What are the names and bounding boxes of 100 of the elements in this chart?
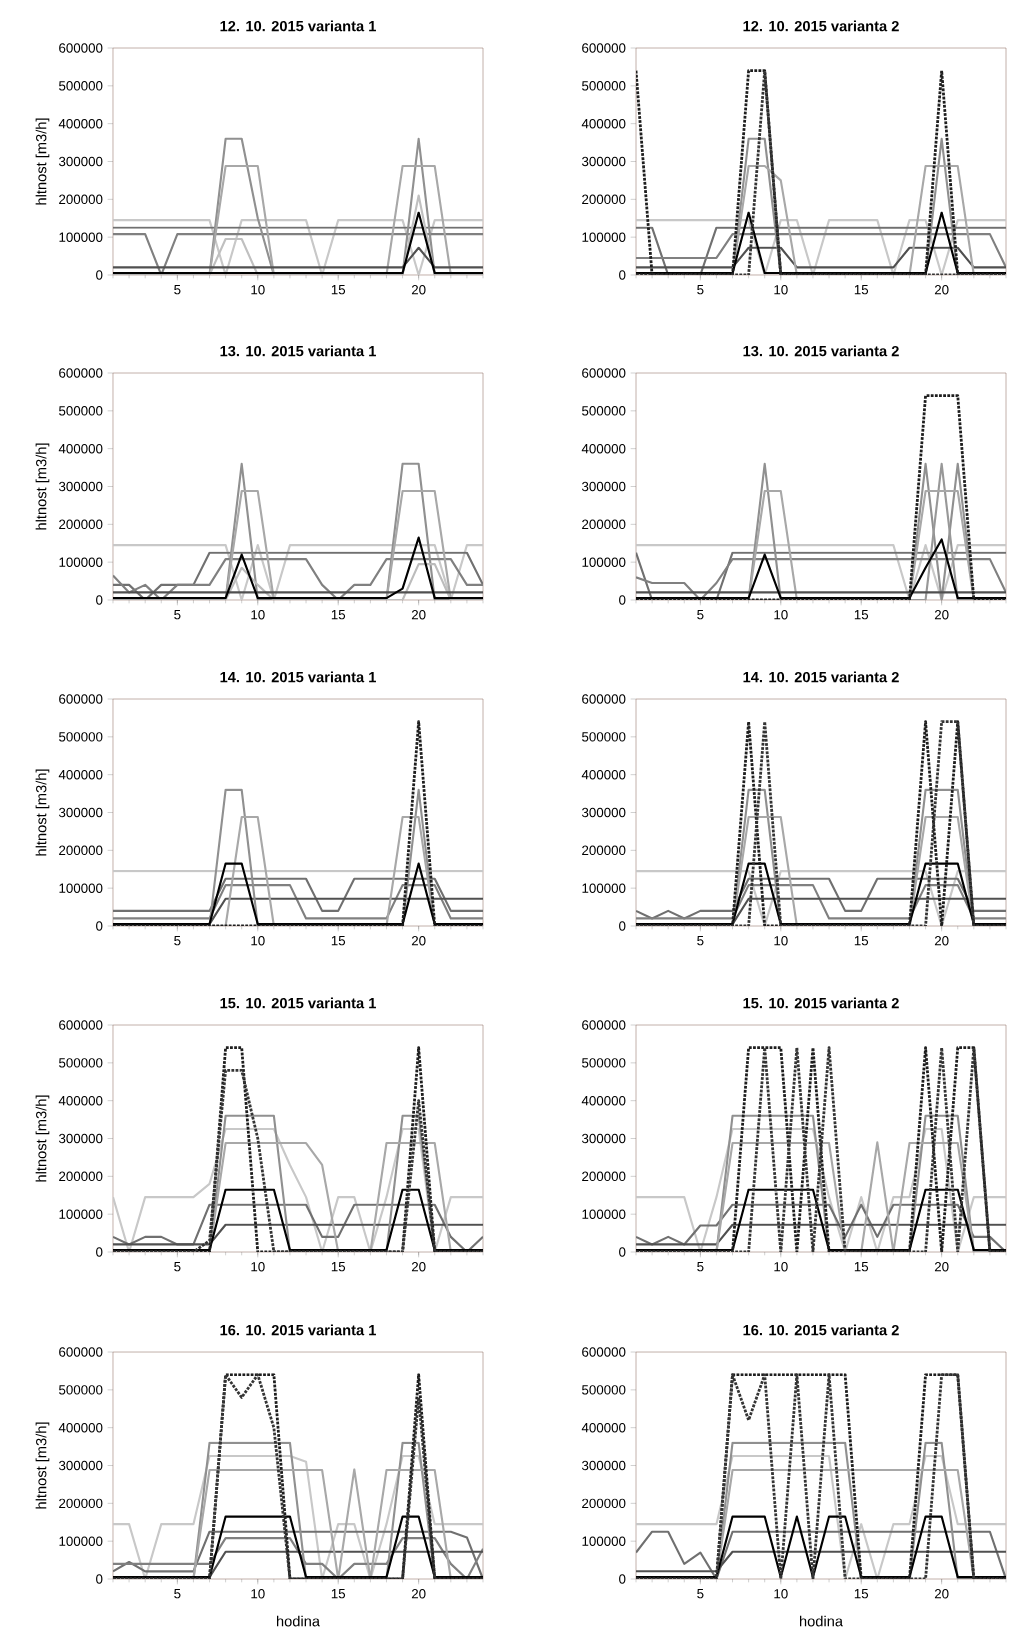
x-tick-label: 20 — [411, 1589, 426, 1599]
y-tick-label: 100000 — [59, 1209, 103, 1219]
y-tick-label: 600000 — [582, 43, 626, 53]
x-tick-label: 20 — [411, 285, 426, 295]
y-axis-title: hltnost [m3/h] — [35, 118, 50, 205]
y-tick-label: 600000 — [59, 1020, 103, 1030]
x-tick-label: 5 — [697, 610, 704, 620]
y-tick-label: 500000 — [582, 81, 626, 91]
x-axis-title: hodina — [800, 1615, 844, 1627]
y-tick-label: 200000 — [582, 519, 626, 530]
y-axis-title: hltnost [m3/h] — [35, 443, 50, 530]
y-tick-label: 100000 — [582, 1209, 626, 1219]
x-tick-label: 5 — [174, 1262, 181, 1272]
y-axis-title: hltnost [m3/h] — [35, 1422, 50, 1509]
y-tick-label: 100000 — [582, 557, 626, 567]
y-tick-label: 300000 — [581, 1460, 626, 1471]
x-axis-title: hodina — [277, 1615, 321, 1627]
chart-title: 15. 10. 2015 varianta 2 — [743, 997, 899, 1009]
x-tick-label: 10 — [774, 936, 788, 946]
y-tick-label: 600000 — [582, 368, 626, 378]
chart-title: 14. 10. 2015 varianta 2 — [743, 671, 899, 683]
y-tick-label: 500000 — [59, 406, 103, 416]
y-tick-label: 300000 — [58, 1133, 103, 1144]
y-tick-label: 400000 — [581, 1422, 626, 1433]
y-tick-label: 500000 — [582, 732, 626, 742]
x-tick-label: 5 — [697, 936, 704, 946]
chart-title: 13. 10. 2015 varianta 2 — [743, 345, 899, 357]
y-tick-label: 200000 — [59, 845, 103, 856]
y-tick-label: 300000 — [58, 807, 103, 818]
y-tick-label: 300000 — [581, 156, 626, 167]
y-tick-label: 200000 — [582, 1498, 626, 1509]
x-tick-label: 15 — [331, 1589, 346, 1599]
x-tick-label: 15 — [854, 936, 869, 946]
y-tick-label: 500000 — [582, 1058, 626, 1068]
y-tick-label: 100000 — [582, 883, 626, 893]
x-tick-label: 20 — [934, 936, 949, 946]
y-tick-label: 400000 — [58, 1422, 103, 1433]
y-tick-label: 200000 — [59, 1171, 103, 1182]
x-tick-label: 5 — [697, 285, 704, 295]
x-tick-label: 15 — [331, 285, 346, 295]
y-tick-label: 300000 — [581, 1133, 626, 1144]
y-tick-label: 600000 — [59, 1347, 103, 1357]
y-tick-label: 0 — [619, 1574, 626, 1584]
y-tick-label: 0 — [619, 595, 626, 605]
x-tick-label: 10 — [774, 1262, 788, 1272]
y-tick-label: 100000 — [582, 232, 626, 242]
x-tick-label: 20 — [934, 610, 949, 620]
y-tick-label: 100000 — [59, 557, 103, 567]
y-tick-label: 100000 — [582, 1536, 626, 1546]
y-tick-label: 0 — [619, 1247, 626, 1257]
y-tick-label: 400000 — [58, 769, 103, 780]
y-tick-label: 100000 — [59, 1536, 103, 1546]
x-tick-label: 15 — [331, 936, 346, 946]
y-tick-label: 0 — [96, 1574, 103, 1584]
y-tick-label: 400000 — [581, 443, 626, 454]
chart-title: 12. 10. 2015 varianta 2 — [743, 20, 899, 32]
y-tick-label: 300000 — [581, 481, 626, 492]
y-tick-label: 200000 — [582, 1171, 626, 1182]
y-tick-label: 400000 — [581, 1095, 626, 1106]
x-tick-label: 15 — [854, 285, 869, 295]
y-tick-label: 0 — [96, 921, 103, 931]
chart-title: 15. 10. 2015 varianta 1 — [220, 997, 376, 1009]
x-tick-label: 5 — [174, 285, 181, 295]
x-tick-label: 20 — [411, 610, 426, 620]
y-tick-label: 600000 — [59, 43, 103, 53]
y-tick-label: 100000 — [59, 883, 103, 893]
y-tick-label: 500000 — [59, 732, 103, 742]
y-tick-label: 600000 — [582, 1347, 626, 1357]
chart-title: 12. 10. 2015 varianta 1 — [220, 20, 376, 32]
y-tick-label: 200000 — [59, 1498, 103, 1509]
x-tick-label: 5 — [697, 1589, 704, 1599]
y-tick-label: 500000 — [59, 1058, 103, 1068]
x-tick-label: 5 — [174, 936, 181, 946]
x-tick-label: 10 — [774, 1589, 788, 1599]
y-axis-title: hltnost [m3/h] — [35, 1095, 50, 1182]
x-tick-label: 15 — [331, 610, 346, 620]
y-axis-title: hltnost [m3/h] — [35, 769, 50, 856]
y-tick-label: 600000 — [59, 368, 103, 378]
y-tick-label: 600000 — [582, 1020, 626, 1030]
y-tick-label: 0 — [619, 921, 626, 931]
chart-title: 14. 10. 2015 varianta 1 — [220, 671, 376, 683]
x-tick-label: 20 — [934, 1589, 949, 1599]
y-tick-label: 300000 — [581, 807, 626, 818]
y-tick-label: 400000 — [581, 769, 626, 780]
y-tick-label: 500000 — [59, 1385, 103, 1395]
y-tick-label: 200000 — [582, 845, 626, 856]
x-tick-label: 10 — [774, 610, 788, 620]
y-tick-label: 300000 — [58, 156, 103, 167]
y-tick-label: 200000 — [59, 194, 103, 205]
y-tick-label: 400000 — [58, 118, 103, 129]
x-tick-label: 10 — [774, 285, 788, 295]
x-tick-label: 15 — [331, 1262, 346, 1272]
y-tick-label: 200000 — [59, 519, 103, 530]
x-tick-label: 10 — [251, 285, 265, 295]
y-tick-label: 600000 — [59, 694, 103, 704]
y-tick-label: 100000 — [59, 232, 103, 242]
y-tick-label: 300000 — [58, 1460, 103, 1471]
y-tick-label: 500000 — [582, 406, 626, 416]
x-tick-label: 10 — [251, 936, 265, 946]
x-tick-label: 5 — [174, 1589, 181, 1599]
